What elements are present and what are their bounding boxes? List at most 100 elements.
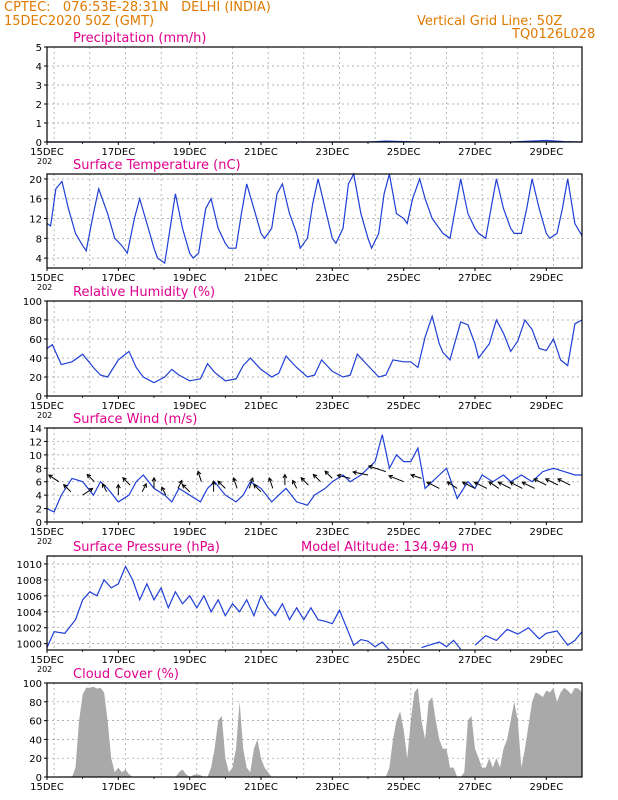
y-tick-label: 8	[36, 234, 42, 245]
wind-arrow	[151, 476, 157, 489]
x-tick-label: 25DEC	[387, 782, 421, 793]
y-tick-label: 1004	[17, 608, 42, 619]
x-tick-label: 21DEC	[244, 655, 278, 666]
x-year-label: 202	[37, 537, 52, 546]
wind-arrow	[388, 474, 404, 483]
y-tick-label: 2	[36, 505, 42, 516]
wind-arrow	[196, 470, 202, 482]
x-tick-label: 29DEC	[529, 401, 563, 412]
y-tick-label: 20	[29, 754, 42, 765]
x-tick-label: 27DEC	[458, 655, 492, 666]
y-tick-label: 8	[36, 464, 42, 475]
wind-arrow	[556, 478, 571, 486]
panel-frame	[46, 682, 583, 778]
wind-arrow	[161, 486, 167, 496]
wind-arrow	[122, 477, 131, 486]
header-date: 15DEC2020 50Z (GMT)	[4, 14, 155, 29]
wind-arrow	[446, 481, 458, 489]
wind-arrow	[544, 478, 559, 486]
panel-frame	[46, 173, 583, 269]
x-tick-label: 29DEC	[529, 782, 563, 793]
x-tick-label: 21DEC	[244, 273, 278, 284]
panel-title: Surface Pressure (hPa)	[73, 540, 220, 555]
y-tick-label: 40	[29, 354, 42, 365]
wind-arrow	[352, 470, 369, 476]
wind-arrow	[461, 481, 476, 489]
y-tick-label: 4	[36, 491, 42, 502]
x-tick-label: 15DEC	[30, 147, 64, 158]
y-tick-label: 1000	[17, 640, 42, 651]
y-tick-label: 12	[29, 215, 42, 226]
y-tick-label: 20	[29, 373, 42, 384]
y-tick-label: 16	[29, 195, 42, 206]
wind-arrow	[410, 473, 422, 479]
x-tick-label: 27DEC	[458, 147, 492, 158]
x-tick-label: 15DEC	[30, 273, 64, 284]
x-tick-label: 21DEC	[244, 782, 278, 793]
y-tick-label: 0	[36, 773, 42, 784]
x-tick-label: 29DEC	[529, 527, 563, 538]
y-tick-label: 1010	[17, 560, 42, 571]
x-tick-label: 19DEC	[173, 782, 207, 793]
y-tick-label: 4	[36, 254, 42, 265]
y-tick-label: 6	[36, 478, 42, 489]
wind-arrow	[509, 481, 523, 489]
pressure-series-segment	[474, 626, 583, 647]
wind-arrow	[300, 477, 309, 486]
y-tick-label: 1008	[17, 576, 42, 587]
panel-frame	[46, 427, 583, 523]
x-tick-label: 23DEC	[315, 401, 349, 412]
wind-arrow	[253, 483, 262, 493]
y-tick-label: 10	[29, 451, 42, 462]
wind-arrow	[268, 476, 274, 489]
x-tick-label: 29DEC	[529, 655, 563, 666]
x-tick-label: 23DEC	[315, 782, 349, 793]
y-tick-label: 5	[36, 43, 42, 54]
x-tick-label: 27DEC	[458, 527, 492, 538]
wind-arrow	[282, 473, 288, 486]
x-year-label: 202	[37, 283, 52, 292]
y-tick-label: 0	[36, 392, 42, 403]
x-tick-label: 23DEC	[315, 273, 349, 284]
x-tick-label: 17DEC	[101, 147, 135, 158]
x-year-label: 202	[37, 157, 52, 166]
x-tick-label: 15DEC	[30, 782, 64, 793]
wind-arrow	[177, 479, 183, 489]
cloud-cover-area	[47, 686, 582, 777]
y-tick-label: 4	[36, 62, 42, 73]
x-tick-label: 21DEC	[244, 401, 278, 412]
y-tick-label: 0	[36, 138, 42, 149]
x-tick-label: 15DEC	[30, 527, 64, 538]
x-tick-label: 17DEC	[101, 782, 135, 793]
temperature-series-line	[46, 172, 583, 265]
header-location: CPTEC: 076:53E-28:31N DELHI (INDIA)	[4, 0, 271, 15]
header-grid-note: Vertical Grid Line: 50Z	[417, 14, 563, 29]
humidity-series-line	[46, 314, 583, 384]
x-tick-label: 19DEC	[173, 655, 207, 666]
wind-arrow	[181, 483, 191, 493]
panel-pressure: 1000 1002 1004 1006 1008 1010 15DEC 17DEC 19DEC 2…	[17, 540, 583, 674]
wind-arrow	[533, 478, 547, 486]
pressure-series-line	[46, 564, 390, 651]
x-tick-label: 27DEC	[458, 273, 492, 284]
x-tick-label: 23DEC	[315, 527, 349, 538]
panel-wind: 0 2 4 6 8 10 12 14 15DEC 17DEC 19DEC 21DEC 23DEC 25DE…	[29, 412, 583, 546]
x-tick-label: 27DEC	[458, 782, 492, 793]
panel-precipitation: 0 1 2 3 4 5 15DEC 17DEC 19DEC 21DEC 23DEC 25DEC 27DE…	[30, 31, 583, 166]
y-tick-label: 1	[36, 119, 42, 130]
x-tick-label: 17DEC	[101, 401, 135, 412]
wind-arrow	[47, 474, 60, 483]
x-tick-label: 19DEC	[173, 527, 207, 538]
x-tick-label: 15DEC	[30, 401, 64, 412]
y-tick-label: 14	[29, 424, 42, 435]
x-tick-label: 21DEC	[244, 527, 278, 538]
panel-frame	[46, 46, 583, 143]
panel-title: Precipitation (mm/h)	[73, 31, 206, 46]
y-tick-label: 100	[23, 297, 42, 308]
panel-cloud: 0 20 40 60 80 100 15DEC 17DEC 19DEC 21DEC 23DEC 25D…	[23, 667, 583, 793]
y-tick-label: 3	[36, 81, 42, 92]
x-tick-label: 19DEC	[173, 273, 207, 284]
wind-arrow	[497, 481, 511, 489]
wind-arrow	[367, 464, 386, 473]
